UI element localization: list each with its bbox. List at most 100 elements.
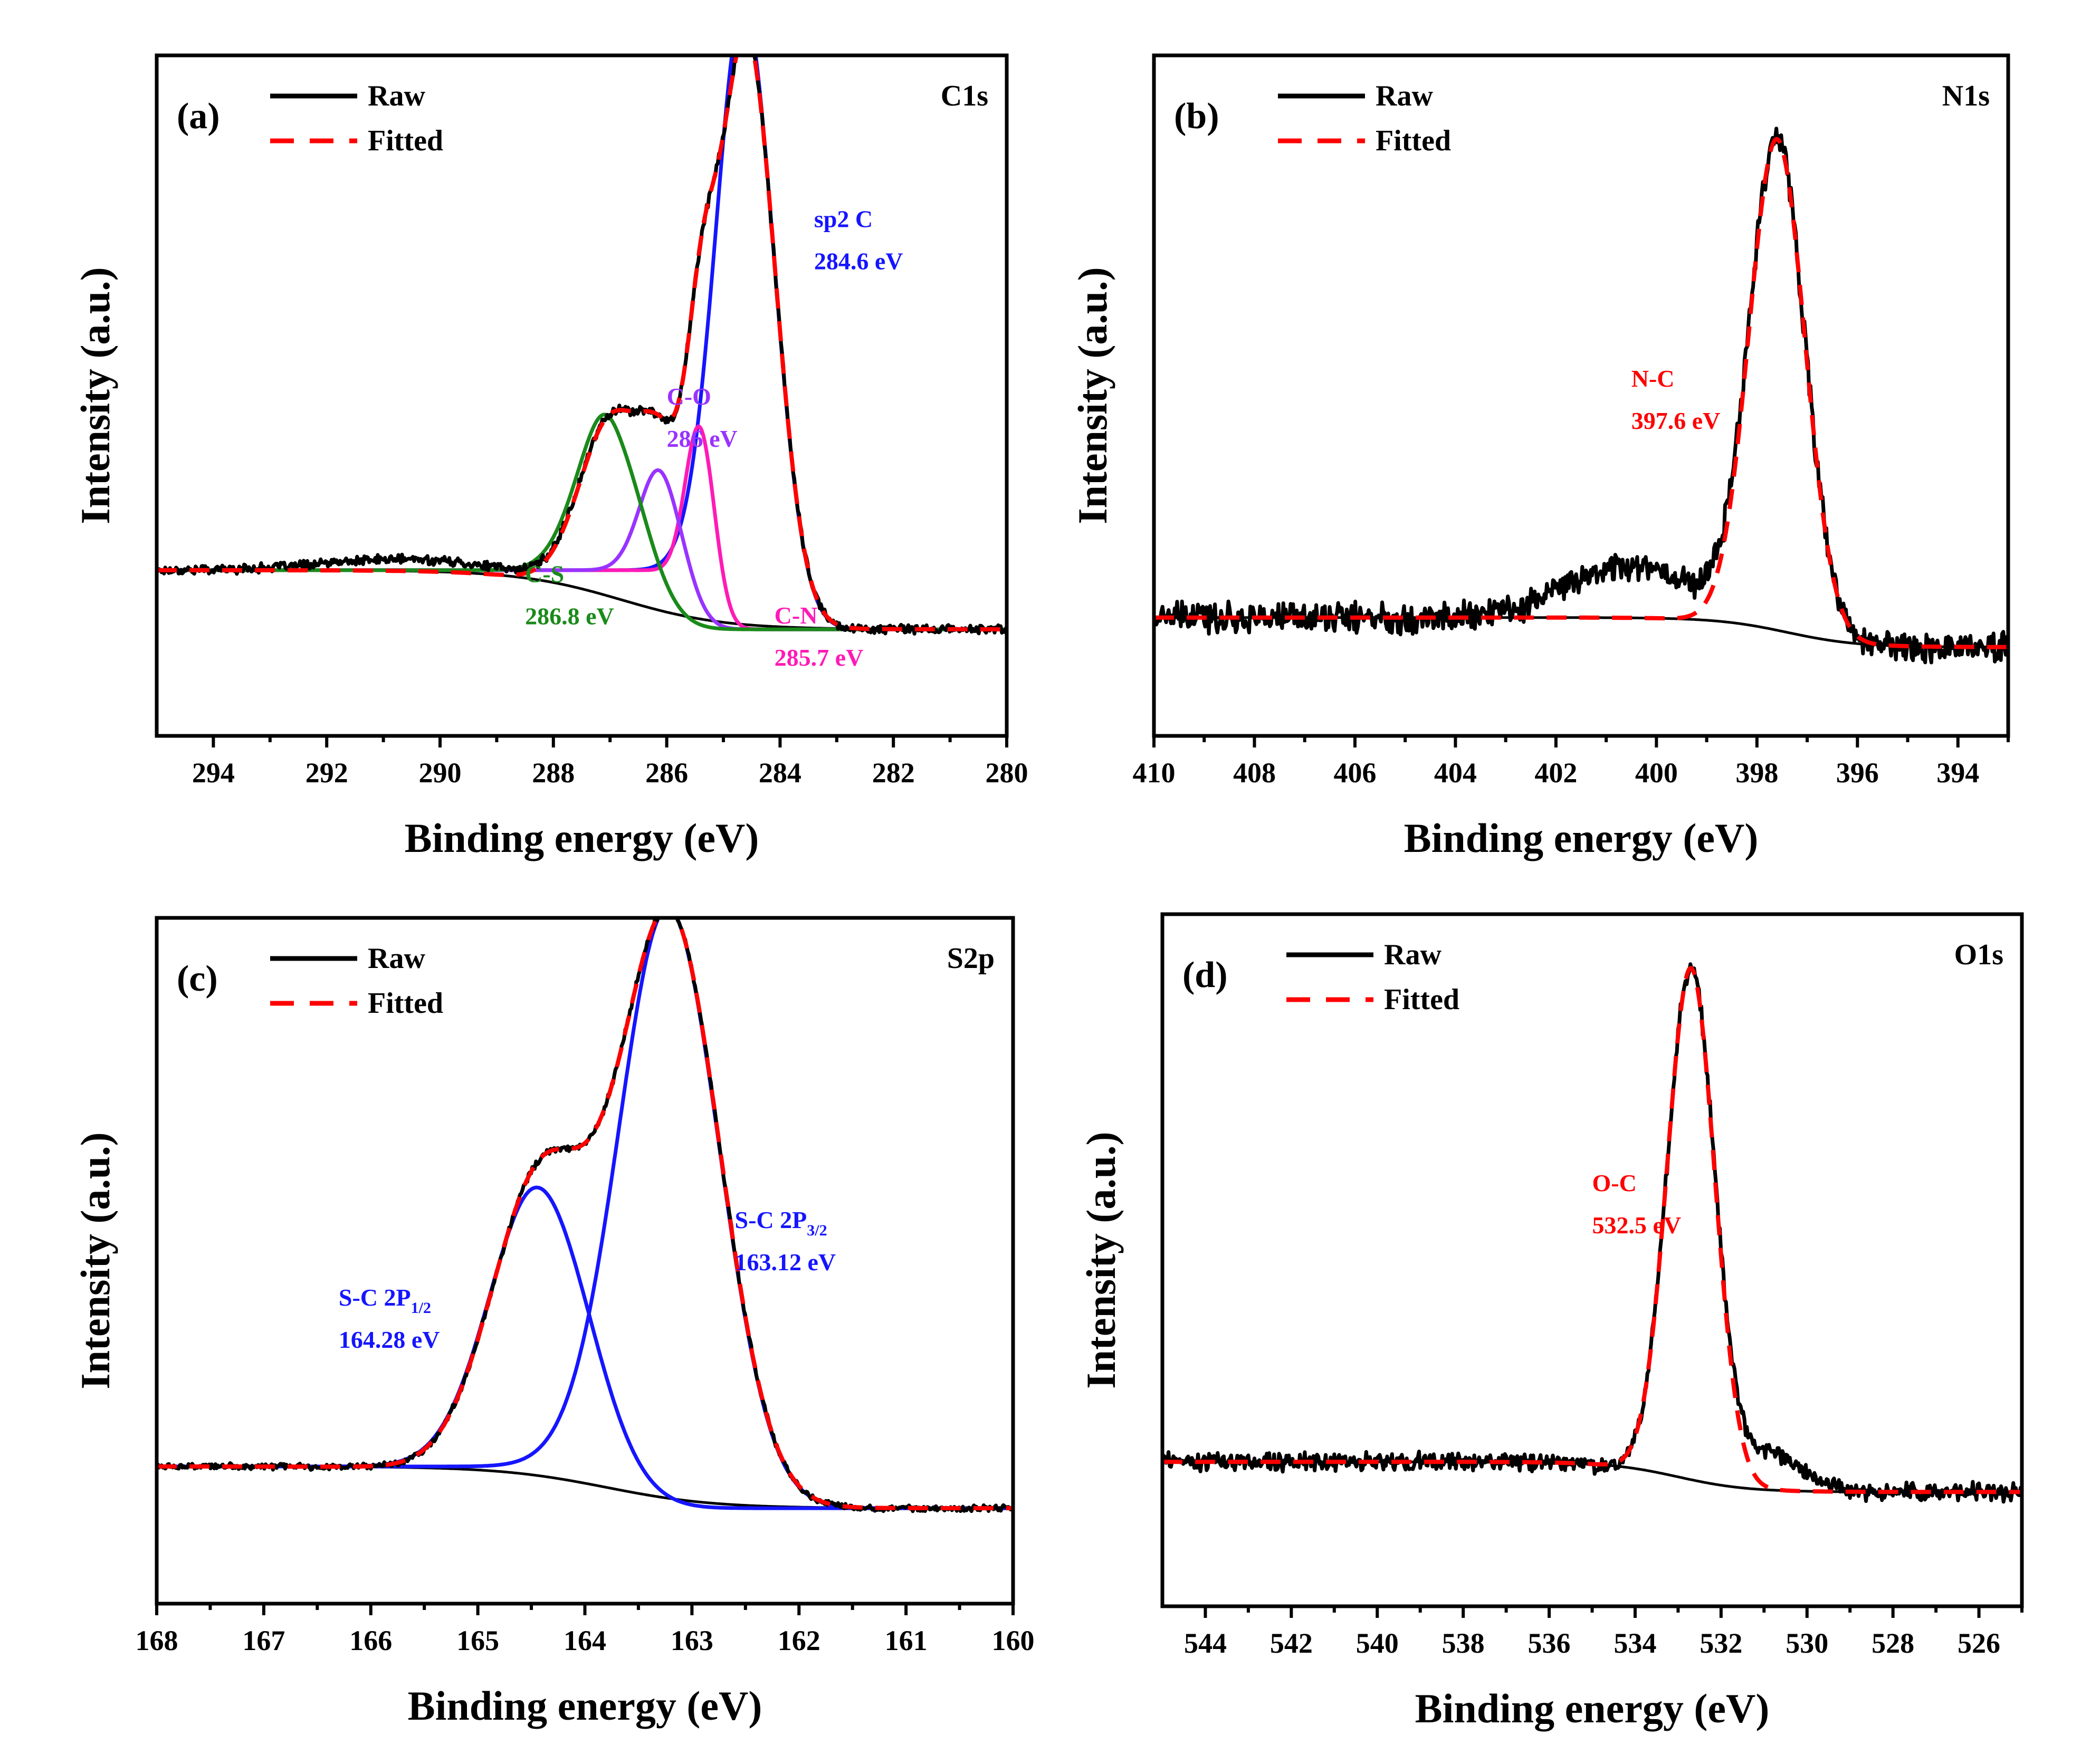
peak-annotation: 532.5 eV <box>1592 1212 1682 1239</box>
peak-annotation: 286.8 eV <box>525 602 614 629</box>
plot-frame <box>155 53 1009 738</box>
x-tick-label: 528 <box>1872 1627 1914 1659</box>
peak-annotation: 163.12 eV <box>735 1249 836 1276</box>
plot-frame <box>1152 53 2010 738</box>
peak-annotation: 285.7 eV <box>775 644 864 671</box>
peak-annotation: S-C 2P1/2 <box>339 1284 431 1317</box>
x-tick-label: 410 <box>1133 757 1176 789</box>
x-tick-label: 408 <box>1233 757 1276 789</box>
peak-sp2-c <box>157 55 1007 631</box>
x-tick-label: 164 <box>564 1625 606 1656</box>
x-tick-label: 288 <box>532 757 575 789</box>
plot-area <box>157 55 1007 636</box>
x-tick-label: 394 <box>1936 757 1979 789</box>
baseline-curve <box>157 1465 1013 1510</box>
panel-s2p: 168 167 166 165 164 163 162 161 160 Binding energ… <box>72 916 1035 1729</box>
plot-area <box>1162 962 2022 1504</box>
peak-annotation: sp2 C <box>814 205 873 232</box>
annotation-subscript: 1/2 <box>411 1299 431 1317</box>
legend-label-raw: Raw <box>368 942 425 975</box>
y-axis-title: Intensity (a.u.) <box>72 267 118 524</box>
peak-s-c-2p1-2 <box>157 1185 1013 1510</box>
x-tick-label: 532 <box>1700 1627 1742 1659</box>
x-tick-label: 286 <box>645 757 688 789</box>
legend-label-fitted: Fitted <box>368 124 443 157</box>
peak-annotation: C-N <box>775 602 818 629</box>
plot-area <box>157 918 1013 1513</box>
x-tick-label: 540 <box>1356 1627 1399 1659</box>
panel-label: (b) <box>1174 96 1219 137</box>
x-axis-title: Binding energy (eV) <box>1404 815 1759 861</box>
y-axis-title: Intensity (a.u.) <box>1070 267 1115 524</box>
fitted-curve <box>157 55 1007 631</box>
x-tick-label: 162 <box>778 1625 820 1656</box>
fitted-curve <box>1162 965 2022 1494</box>
peak-annotation: C-O <box>667 383 711 410</box>
peak-annotation: O-C <box>1592 1169 1637 1196</box>
x-axis-title: Binding energy (eV) <box>405 815 759 861</box>
x-tick-label: 294 <box>192 757 235 789</box>
x-tick-label: 160 <box>992 1625 1035 1656</box>
y-axis-title: Intensity (a.u.) <box>72 1132 118 1389</box>
peak-s-c-2p3-2 <box>157 918 1013 1510</box>
x-tick-label: 168 <box>136 1625 178 1656</box>
panel-label: (d) <box>1182 955 1228 995</box>
panel-c1s: 294 292 290 288 286 284 282 280 Binding energy (… <box>72 53 1028 861</box>
peak-annotation: 284.6 eV <box>814 247 903 274</box>
fitted-curve <box>157 918 1013 1511</box>
element-label: N1s <box>1942 80 1990 112</box>
x-tick-label: 542 <box>1270 1627 1313 1659</box>
panel-o1s: 544 542 540 538 536 534 532 530 528 526 Binding en… <box>1078 912 2024 1731</box>
x-tick-label: 544 <box>1184 1627 1227 1659</box>
legend-label-fitted: Fitted <box>1376 124 1451 157</box>
element-label: S2p <box>947 942 995 975</box>
x-tick-label: 538 <box>1442 1627 1485 1659</box>
peak-c-s <box>157 413 1007 631</box>
x-tick-label: 396 <box>1836 757 1879 789</box>
y-axis-title: Intensity (a.u.) <box>1078 1132 1124 1389</box>
x-tick-label: 280 <box>986 757 1028 789</box>
x-tick-label: 165 <box>456 1625 499 1656</box>
legend-label-fitted: Fitted <box>1384 983 1459 1016</box>
peak-annotation: 164.28 eV <box>339 1326 440 1353</box>
legend-label-raw: Raw <box>1384 938 1442 971</box>
panel-n1s: 410 408 406 404 402 400 398 396 394 Binding energ… <box>1070 53 2010 861</box>
x-tick-label: 284 <box>759 757 801 789</box>
x-tick-label: 534 <box>1614 1627 1656 1659</box>
raw-curve <box>157 55 1007 636</box>
x-tick-label: 406 <box>1333 757 1376 789</box>
x-tick-label: 161 <box>885 1625 928 1656</box>
peak-annotation: N-C <box>1631 365 1675 392</box>
raw-curve <box>157 918 1013 1513</box>
plot-frame <box>1160 912 2024 1608</box>
x-tick-label: 292 <box>306 757 348 789</box>
x-tick-label: 526 <box>1958 1627 2000 1659</box>
plot-frame <box>155 916 1015 1606</box>
x-tick-label: 163 <box>671 1625 713 1656</box>
x-tick-label: 166 <box>349 1625 392 1656</box>
x-axis-title: Binding energy (eV) <box>1415 1685 1770 1731</box>
x-tick-label: 402 <box>1534 757 1577 789</box>
panel-label: (c) <box>177 958 218 999</box>
x-tick-label: 282 <box>872 757 915 789</box>
raw-curve <box>1154 127 2008 665</box>
x-tick-label: 530 <box>1786 1627 1828 1659</box>
x-tick-label: 404 <box>1434 757 1477 789</box>
peak-annotation: 397.6 eV <box>1631 407 1721 434</box>
peak-annotation: S-C 2P3/2 <box>735 1206 827 1239</box>
x-axis-title: Binding energy (eV) <box>408 1683 762 1729</box>
peak-annotation: 286 eV <box>667 425 738 452</box>
element-label: C1s <box>941 80 988 112</box>
legend-label-raw: Raw <box>1376 80 1433 112</box>
plot-area <box>1154 127 2008 665</box>
element-label: O1s <box>1954 938 2003 971</box>
panel-label: (a) <box>177 96 220 137</box>
peak-annotation: C-S <box>525 560 564 587</box>
x-tick-label: 290 <box>419 757 462 789</box>
annotation-subscript: 3/2 <box>807 1222 827 1239</box>
x-tick-label: 400 <box>1635 757 1678 789</box>
x-tick-label: 536 <box>1528 1627 1571 1659</box>
legend-label-fitted: Fitted <box>368 987 443 1020</box>
x-tick-label: 398 <box>1735 757 1778 789</box>
